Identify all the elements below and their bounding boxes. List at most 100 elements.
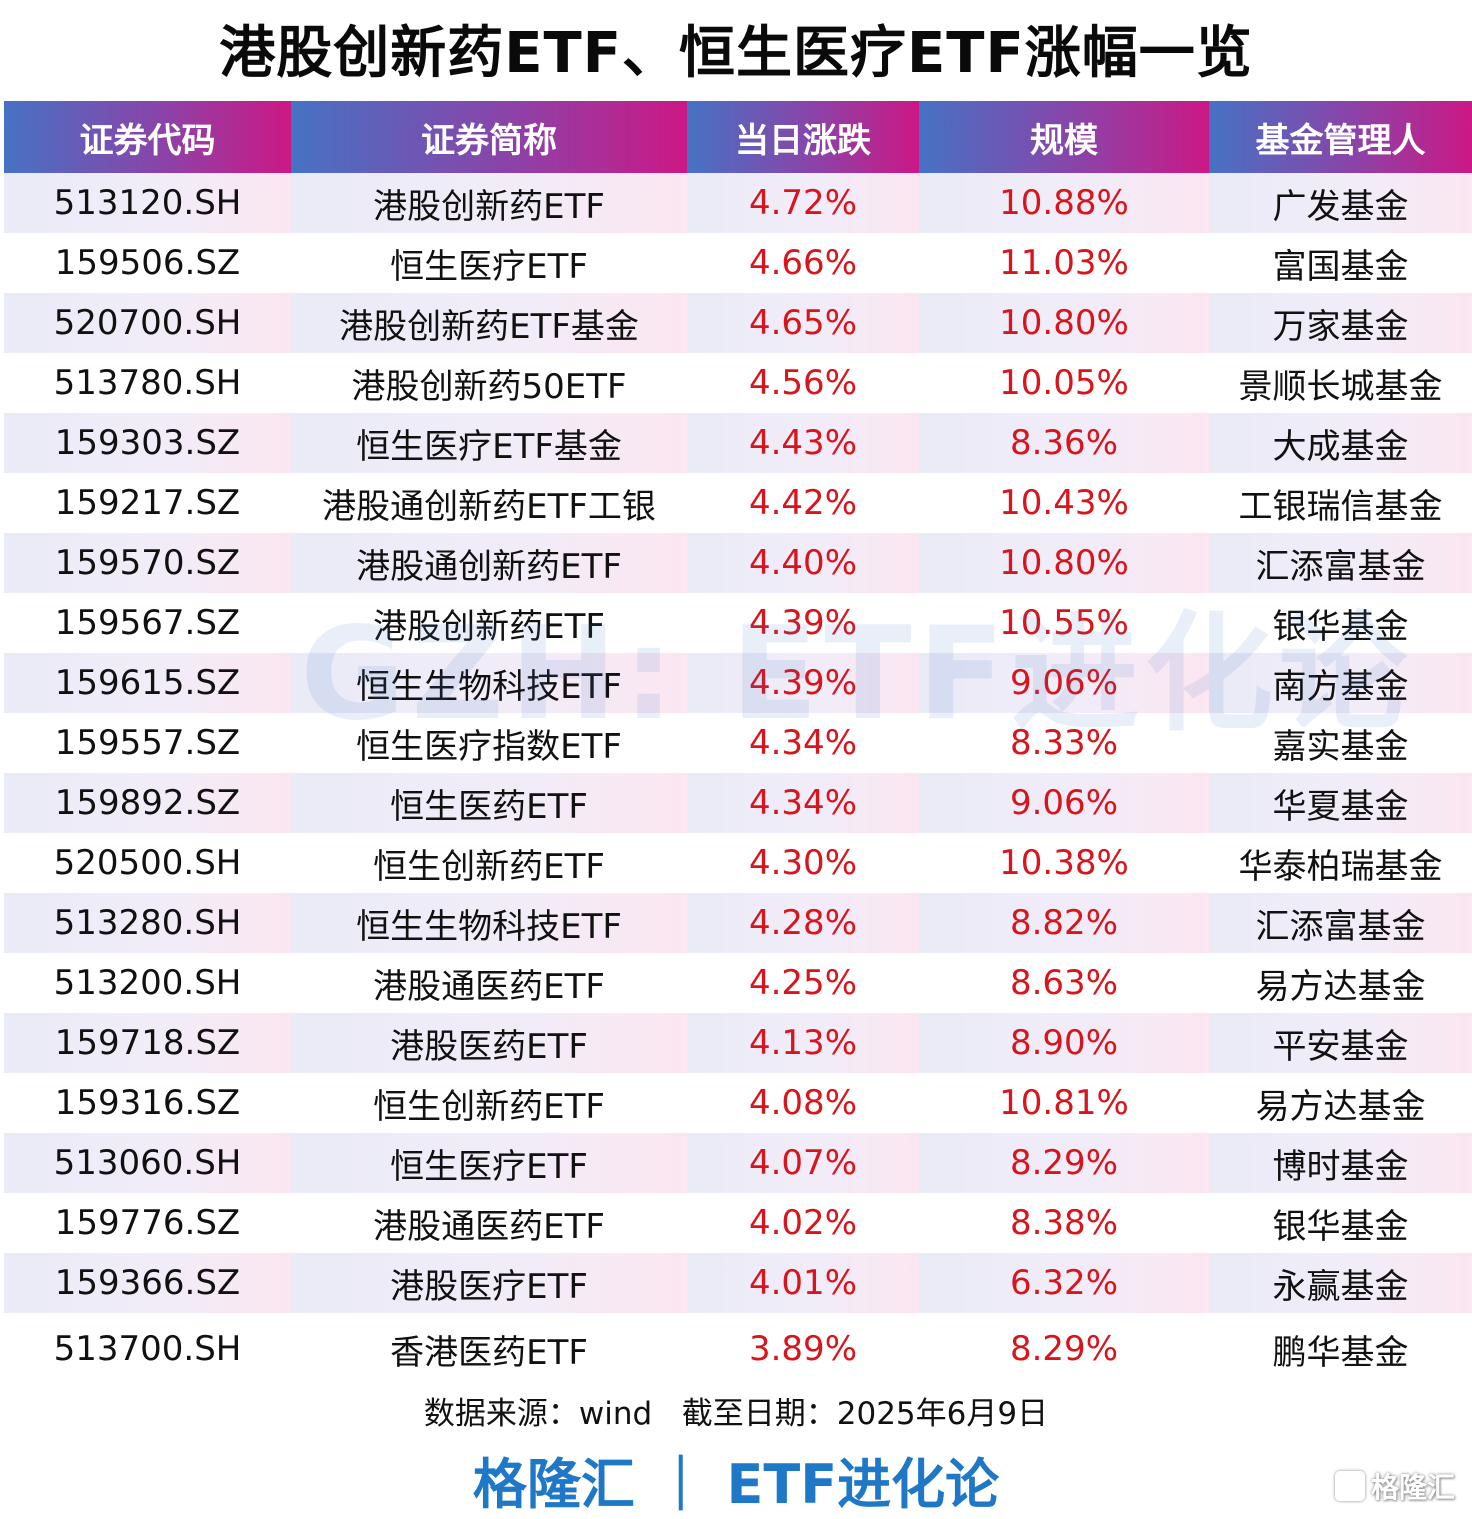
cell-name: 恒生医疗ETF <box>291 233 687 293</box>
cell-change: 4.39% <box>687 653 919 713</box>
cell-manager: 鹏华基金 <box>1209 1313 1472 1385</box>
cell-name: 香港医药ETF <box>291 1313 687 1385</box>
table-row: 513780.SH 港股创新药50ETF 4.56% 10.05% 景顺长城基金 <box>4 353 1472 413</box>
cell-change: 4.34% <box>687 773 919 833</box>
data-source-note: 数据来源：wind 截至日期：2025年6月9日 <box>423 1396 1049 1432</box>
cell-change: 4.01% <box>687 1253 919 1313</box>
table-row: 159557.SZ 恒生医疗指数ETF 4.34% 8.33% 嘉实基金 <box>4 713 1472 773</box>
gelonghui-logo: 格隆汇 <box>1335 1466 1455 1506</box>
cell-scale: 10.80% <box>919 293 1209 353</box>
header-name: 证券简称 <box>291 101 687 173</box>
cell-scale: 10.81% <box>919 1073 1209 1133</box>
table-row: 159506.SZ 恒生医疗ETF 4.66% 11.03% 富国基金 <box>4 233 1472 293</box>
table-row: 159303.SZ 恒生医疗ETF基金 4.43% 8.36% 大成基金 <box>4 413 1472 473</box>
cell-change: 4.39% <box>687 593 919 653</box>
cell-manager: 永赢基金 <box>1209 1253 1472 1313</box>
cell-scale: 9.06% <box>919 773 1209 833</box>
table-row: 513700.SH 香港医药ETF 3.89% 8.29% 鹏华基金 <box>4 1313 1472 1385</box>
cell-change: 4.25% <box>687 953 919 1013</box>
cell-code: 159567.SZ <box>4 593 291 653</box>
cell-manager: 博时基金 <box>1209 1133 1472 1193</box>
header-scale: 规模 <box>919 101 1209 173</box>
cell-code: 159506.SZ <box>4 233 291 293</box>
cell-manager: 嘉实基金 <box>1209 713 1472 773</box>
cell-change: 4.30% <box>687 833 919 893</box>
cell-name: 港股医疗ETF <box>291 1253 687 1313</box>
cell-name: 恒生创新药ETF <box>291 1073 687 1133</box>
cell-code: 159718.SZ <box>4 1013 291 1073</box>
table-row: 159776.SZ 港股通医药ETF 4.02% 8.38% 银华基金 <box>4 1193 1472 1253</box>
cell-manager: 华夏基金 <box>1209 773 1472 833</box>
cell-code: 159316.SZ <box>4 1073 291 1133</box>
cell-change: 4.56% <box>687 353 919 413</box>
cell-code: 159892.SZ <box>4 773 291 833</box>
cell-scale: 8.36% <box>919 413 1209 473</box>
cell-code: 513280.SH <box>4 893 291 953</box>
table-row: 513200.SH 港股通医药ETF 4.25% 8.63% 易方达基金 <box>4 953 1472 1013</box>
cell-name: 恒生医疗指数ETF <box>291 713 687 773</box>
table-row: 159366.SZ 港股医疗ETF 4.01% 6.32% 永赢基金 <box>4 1253 1472 1313</box>
cell-change: 4.28% <box>687 893 919 953</box>
header-code: 证券代码 <box>4 101 291 173</box>
cell-change: 4.40% <box>687 533 919 593</box>
cell-change: 4.65% <box>687 293 919 353</box>
cell-name: 港股创新药ETF <box>291 593 687 653</box>
cell-manager: 广发基金 <box>1209 173 1472 233</box>
cell-name: 港股医药ETF <box>291 1013 687 1073</box>
cell-scale: 10.80% <box>919 533 1209 593</box>
cell-name: 恒生医疗ETF基金 <box>291 413 687 473</box>
cell-manager: 平安基金 <box>1209 1013 1472 1073</box>
cell-name: 港股创新药ETF <box>291 173 687 233</box>
cell-manager: 汇添富基金 <box>1209 533 1472 593</box>
cell-manager: 银华基金 <box>1209 1193 1472 1253</box>
etf-table: 证券代码 证券简称 当日涨跌 规模 基金管理人 513120.SH 港股创新药ET… <box>4 101 1472 1385</box>
cell-scale: 8.29% <box>919 1133 1209 1193</box>
cell-name: 港股通医药ETF <box>291 1193 687 1253</box>
cell-change: 4.72% <box>687 173 919 233</box>
cell-scale: 8.38% <box>919 1193 1209 1253</box>
cell-code: 513700.SH <box>4 1313 291 1385</box>
cell-manager: 银华基金 <box>1209 593 1472 653</box>
cell-code: 513780.SH <box>4 353 291 413</box>
table-row: 159892.SZ 恒生医药ETF 4.34% 9.06% 华夏基金 <box>4 773 1472 833</box>
cell-code: 159303.SZ <box>4 413 291 473</box>
cell-code: 513200.SH <box>4 953 291 1013</box>
cell-manager: 富国基金 <box>1209 233 1472 293</box>
cell-code: 159570.SZ <box>4 533 291 593</box>
cell-manager: 景顺长城基金 <box>1209 353 1472 413</box>
cell-change: 4.42% <box>687 473 919 533</box>
cell-change: 4.66% <box>687 233 919 293</box>
cell-manager: 易方达基金 <box>1209 1073 1472 1133</box>
cell-change: 4.43% <box>687 413 919 473</box>
table-row: 159567.SZ 港股创新药ETF 4.39% 10.55% 银华基金 <box>4 593 1472 653</box>
cell-manager: 工银瑞信基金 <box>1209 473 1472 533</box>
cell-code: 159366.SZ <box>4 1253 291 1313</box>
cell-name: 恒生生物科技ETF <box>291 893 687 953</box>
table-row: 159718.SZ 港股医药ETF 4.13% 8.90% 平安基金 <box>4 1013 1472 1073</box>
brand-footer: 格隆汇 ｜ ETF进化论 <box>472 1453 1000 1516</box>
header-change: 当日涨跌 <box>687 101 919 173</box>
cell-scale: 10.05% <box>919 353 1209 413</box>
cell-manager: 南方基金 <box>1209 653 1472 713</box>
cell-scale: 10.88% <box>919 173 1209 233</box>
cell-scale: 9.06% <box>919 653 1209 713</box>
table-row: 159217.SZ 港股通创新药ETF工银 4.42% 10.43% 工银瑞信基金 <box>4 473 1472 533</box>
cell-scale: 8.33% <box>919 713 1209 773</box>
table-row: 513280.SH 恒生生物科技ETF 4.28% 8.82% 汇添富基金 <box>4 893 1472 953</box>
logo-text: 格隆汇 <box>1371 1471 1456 1504</box>
cell-scale: 6.32% <box>919 1253 1209 1313</box>
cell-code: 159557.SZ <box>4 713 291 773</box>
table-row: 513060.SH 恒生医疗ETF 4.07% 8.29% 博时基金 <box>4 1133 1472 1193</box>
cell-code: 520700.SH <box>4 293 291 353</box>
table-row: 159316.SZ 恒生创新药ETF 4.08% 10.81% 易方达基金 <box>4 1073 1472 1133</box>
cell-scale: 10.43% <box>919 473 1209 533</box>
logo-g-icon <box>1335 1471 1365 1501</box>
cell-scale: 11.03% <box>919 233 1209 293</box>
cell-change: 4.34% <box>687 713 919 773</box>
cell-code: 513060.SH <box>4 1133 291 1193</box>
cell-name: 恒生医药ETF <box>291 773 687 833</box>
cell-change: 4.02% <box>687 1193 919 1253</box>
cell-code: 159776.SZ <box>4 1193 291 1253</box>
page-title: 港股创新药ETF、恒生医疗ETF涨幅一览 <box>219 21 1253 86</box>
cell-code: 159217.SZ <box>4 473 291 533</box>
